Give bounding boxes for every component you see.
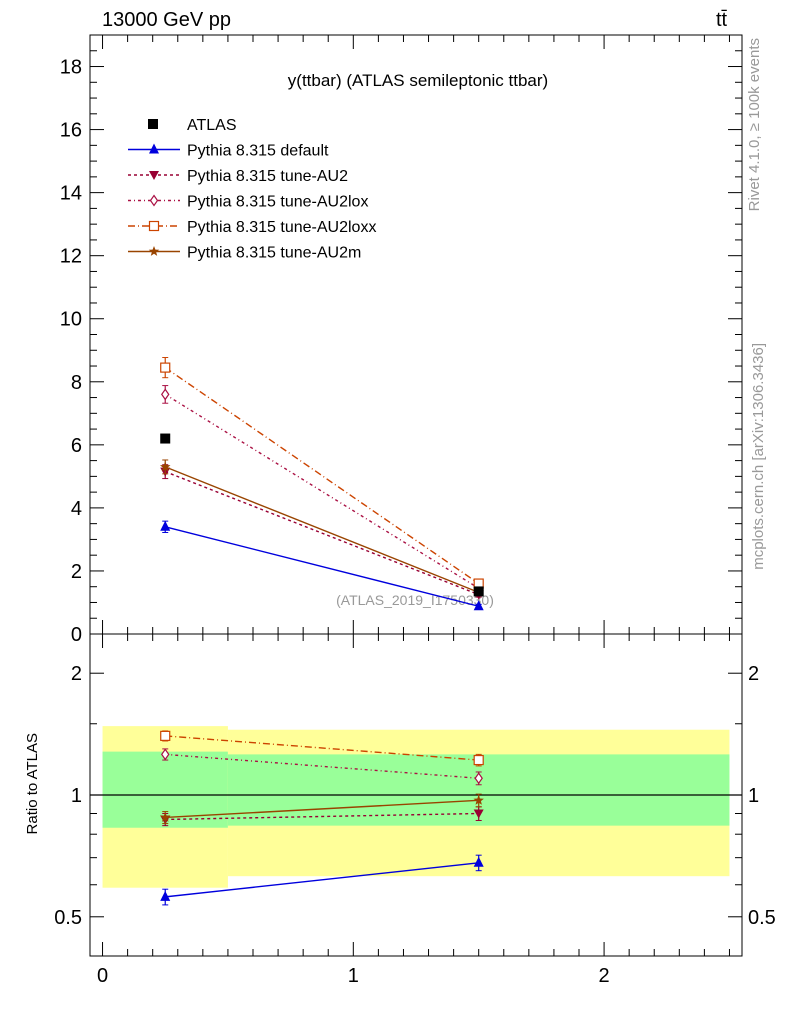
series-line	[164, 466, 479, 594]
series-line	[165, 526, 479, 607]
y-tick-label: 6	[71, 435, 82, 457]
x-tick-label: 1	[348, 965, 359, 987]
process-label: tt̄	[716, 9, 728, 31]
ratio-y-tick-label-right: 0.5	[748, 907, 776, 929]
ratio-y-tick-label-right: 1	[748, 785, 759, 807]
chart-title: y(ttbar) (ATLAS semileptonic ttbar)	[288, 71, 548, 90]
ratio-series-line	[165, 799, 479, 819]
y-tick-label: 10	[60, 309, 82, 331]
legend-marker-atlas	[148, 119, 158, 129]
atlas-data-point	[473, 586, 484, 597]
y-tick-label: 12	[60, 246, 82, 268]
watermark-label: (ATLAS_2019_I1750330)	[336, 592, 494, 608]
y-tick-label: 16	[60, 120, 82, 142]
data-point	[160, 388, 170, 401]
ratio-y-tick-label-left: 0.5	[54, 907, 82, 929]
ratio-series-line	[165, 812, 479, 821]
series-line	[164, 470, 479, 596]
legend-label: Pythia 8.315 tune-AU2loxx	[187, 219, 376, 236]
ratio-data-point	[474, 772, 483, 785]
data-point	[160, 362, 171, 373]
legend-marker	[149, 171, 159, 180]
main-panel: 0 2 4 6 8 10 12 14 16 18 y(ttbar) (ATLAS semilepto…	[60, 34, 743, 646]
series-line	[164, 393, 480, 589]
ratio-data-point	[160, 730, 171, 741]
y-tick-label: 2	[71, 561, 82, 583]
ratio-data-point	[473, 809, 484, 819]
ratio-y-tick-label-right: 2	[748, 663, 759, 685]
ratio-y-tick-label-left: 2	[71, 663, 82, 685]
legend-label: Pythia 8.315 tune-AU2m	[187, 245, 361, 262]
energy-label: 13000 GeV pp	[102, 9, 231, 31]
ratio-data-point	[473, 754, 484, 766]
ratio-series-line	[165, 862, 479, 898]
legend-marker	[148, 246, 160, 256]
mcplots-label: mcplots.cern.ch [arXiv:1306.3436]	[750, 343, 767, 570]
legend-label: Pythia 8.315 tune-AU2	[187, 168, 348, 185]
rivet-version-label: Rivet 4.1.0, ≥ 100k events	[746, 38, 763, 211]
legend-label: Pythia 8.315 default	[187, 143, 329, 160]
ratio-series-line	[165, 735, 479, 761]
series-line	[164, 367, 480, 585]
data-point	[473, 600, 484, 611]
atlas-data-point	[160, 433, 171, 444]
legend-label-atlas: ATLAS	[187, 117, 237, 134]
legend-marker	[148, 220, 160, 232]
ratio-y-axis-label: Ratio to ATLAS	[24, 733, 41, 834]
ratio-data-point	[473, 794, 484, 805]
ratio-data-point	[473, 856, 484, 867]
ratio-series-line	[165, 753, 479, 779]
x-tick-label: 2	[599, 965, 610, 987]
x-tick-label: 0	[97, 965, 108, 987]
data-point	[160, 461, 171, 472]
legend-marker	[149, 194, 159, 207]
legend-label: Pythia 8.315 tune-AU2lox	[187, 194, 368, 211]
legend-marker	[149, 143, 159, 154]
y-tick-label: 14	[60, 183, 82, 205]
y-tick-label: 0	[71, 624, 82, 646]
y-tick-label: 4	[71, 498, 82, 520]
y-tick-label: 8	[71, 372, 82, 394]
ratio-data-point	[160, 812, 171, 822]
ratio-data-point	[160, 890, 171, 901]
ratio-data-point	[160, 748, 170, 761]
ratio-y-tick-label-left: 1	[71, 785, 82, 807]
y-tick-label: 18	[60, 57, 82, 79]
data-point	[160, 520, 171, 531]
ratio-panel: 0.5 0.5 1 1 2 2 0 1 2 Ratio to ATLAS	[24, 633, 776, 987]
